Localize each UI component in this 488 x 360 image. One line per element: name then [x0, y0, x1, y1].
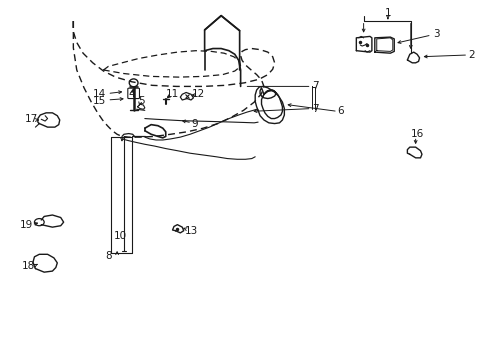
Text: 12: 12 — [191, 89, 204, 99]
Ellipse shape — [129, 79, 138, 87]
Text: 17: 17 — [25, 113, 38, 123]
Text: 1: 1 — [384, 8, 390, 18]
Text: 7: 7 — [311, 81, 318, 91]
Text: 3: 3 — [432, 28, 439, 39]
Text: 10: 10 — [114, 231, 127, 242]
Text: 19: 19 — [20, 220, 33, 230]
Text: 2: 2 — [468, 50, 474, 60]
Text: 8: 8 — [105, 251, 111, 261]
Text: 14: 14 — [93, 89, 106, 99]
Text: 7: 7 — [311, 104, 318, 113]
Text: 13: 13 — [184, 226, 197, 236]
Text: 6: 6 — [337, 107, 344, 116]
Text: 11: 11 — [165, 89, 179, 99]
Text: 5: 5 — [138, 96, 144, 107]
Text: 15: 15 — [93, 96, 106, 106]
Text: 9: 9 — [191, 118, 198, 129]
Text: 18: 18 — [21, 261, 35, 271]
Text: 4: 4 — [128, 89, 135, 99]
Text: 16: 16 — [409, 129, 423, 139]
